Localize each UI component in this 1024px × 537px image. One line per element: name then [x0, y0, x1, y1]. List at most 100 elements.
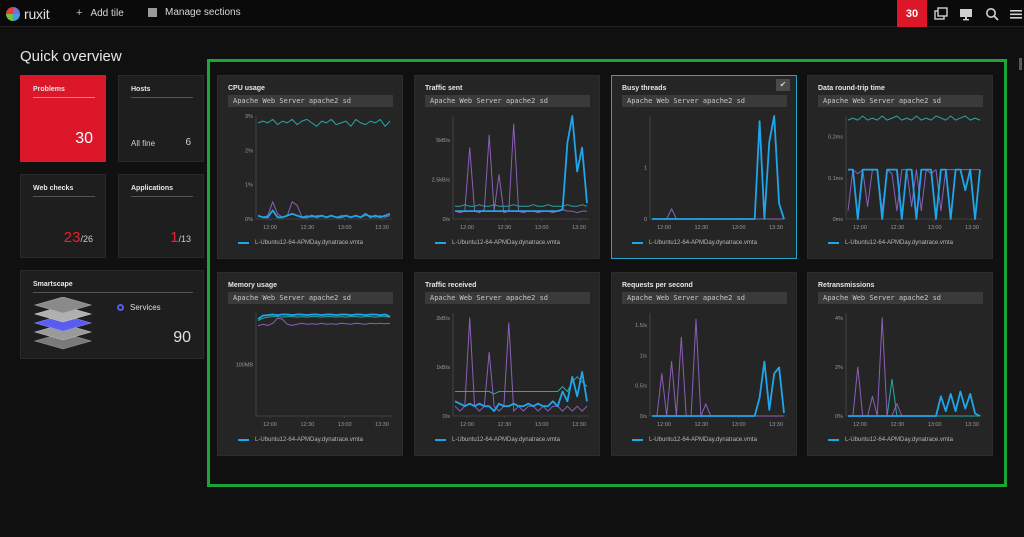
chart-tile-cpu-usage[interactable]: CPU usage Apache Web Server apache2 sd 3% 2… — [217, 75, 403, 259]
y-tick-label: 0.1ms — [828, 176, 843, 182]
x-tick-label: 13:30 — [572, 225, 586, 231]
legend-swatch — [435, 439, 446, 441]
y-tick-label: 0/s — [443, 414, 451, 420]
hosts-tile[interactable]: Hosts All fine 6 — [118, 75, 204, 162]
chart-legend[interactable]: L-Ubuntu12-64-APMDay.dynatrace.vmta — [238, 240, 363, 246]
legend-label: L-Ubuntu12-64-APMDay.dynatrace.vmta — [649, 240, 757, 246]
chart-subtitle: Apache Web Server apache2 sd — [228, 95, 393, 107]
windows-icon[interactable] — [931, 4, 951, 24]
search-icon[interactable] — [982, 4, 1002, 24]
x-tick-label: 12:00 — [460, 225, 474, 231]
chart-legend[interactable]: L-Ubuntu12-64-APMDay.dynatrace.vmta — [435, 240, 560, 246]
smartscape-label: Smartscape — [33, 281, 73, 288]
x-tick-label: 12:00 — [263, 422, 277, 428]
y-tick-label: 3% — [245, 114, 253, 120]
chart-legend[interactable]: L-Ubuntu12-64-APMDay.dynatrace.vmta — [435, 437, 560, 443]
chart-tile-data-round-trip-time[interactable]: Data round-trip time Apache Web Server ap… — [807, 75, 993, 259]
monitor-icon[interactable] — [956, 4, 976, 24]
line-chart: 4% 2% 0% 12:00 12:30 13:00 13:30 — [835, 313, 982, 428]
layer-stack-icon — [33, 297, 93, 350]
chart-title: Traffic received — [425, 282, 477, 289]
chart-subtitle: Apache Web Server apache2 sd — [818, 292, 983, 304]
chart-tile-retransmissions[interactable]: Retransmissions Apache Web Server apache2… — [807, 272, 993, 456]
chart-title: CPU usage — [228, 85, 265, 92]
legend-label: L-Ubuntu12-64-APMDay.dynatrace.vmta — [845, 437, 953, 443]
x-tick-label: 13:00 — [338, 422, 352, 428]
legend-swatch — [238, 439, 249, 441]
y-tick-label: 0% — [245, 217, 253, 223]
legend-label: L-Ubuntu12-64-APMDay.dynatrace.vmta — [255, 240, 363, 246]
x-tick-label: 13:30 — [375, 422, 389, 428]
chart-legend[interactable]: L-Ubuntu12-64-APMDay.dynatrace.vmta — [828, 240, 953, 246]
y-tick-label: 0.5/s — [635, 384, 647, 390]
chart-title: Memory usage — [228, 282, 278, 289]
applications-failing: 1 — [170, 229, 179, 246]
series-line-0 — [454, 317, 588, 412]
services-count: 90 — [173, 329, 191, 346]
legend-label: L-Ubuntu12-64-APMDay.dynatrace.vmta — [452, 437, 560, 443]
problems-count: 30 — [75, 130, 93, 147]
chart-tile-busy-threads[interactable]: Busy threads Apache Web Server apache2 sd… — [611, 75, 797, 259]
chart-tile-requests-per-second[interactable]: Requests per second Apache Web Server apa… — [611, 272, 797, 456]
ruxit-logo[interactable]: ruxit — [6, 5, 50, 23]
applications-label: Applications — [131, 185, 174, 192]
applications-tile[interactable]: Applications 1/13 — [118, 174, 204, 258]
chart-title: Traffic sent — [425, 85, 463, 92]
line-chart: 0.2ms 0.1ms 0ms 12:00 12:30 13:00 13:30 — [828, 115, 982, 231]
line-chart: 1 0 12:00 12:30 13:00 13:30 — [644, 115, 786, 231]
applications-count: 1/13 — [170, 229, 191, 246]
manage-sections-label: Manage sections — [165, 7, 241, 18]
divider — [131, 97, 193, 98]
series-line-2 — [848, 390, 981, 417]
legend-swatch — [632, 439, 643, 441]
chart-tile-memory-usage[interactable]: Memory usage Apache Web Server apache2 sd… — [217, 272, 403, 456]
series-line-0 — [454, 123, 587, 214]
divider — [33, 97, 95, 98]
chart-subtitle: Apache Web Server apache2 sd — [425, 95, 590, 107]
chart-legend[interactable]: L-Ubuntu12-64-APMDay.dynatrace.vmta — [238, 437, 363, 443]
web-checks-tile[interactable]: Web checks 23/26 — [20, 174, 106, 258]
series-line-1 — [652, 115, 785, 220]
chart-tile-traffic-received[interactable]: Traffic received Apache Web Server apache… — [414, 272, 600, 456]
hosts-status: All fine — [131, 139, 156, 148]
services-label: Services — [130, 303, 161, 312]
add-tile-button[interactable]: + Add tile — [76, 7, 124, 19]
problems-tile[interactable]: Problems 30 — [20, 75, 106, 162]
chart-legend[interactable]: L-Ubuntu12-64-APMDay.dynatrace.vmta — [632, 437, 757, 443]
chart-subtitle: Apache Web Server apache2 sd — [425, 292, 590, 304]
check-icon[interactable]: ✔ — [776, 79, 790, 91]
chart-legend[interactable]: L-Ubuntu12-64-APMDay.dynatrace.vmta — [632, 240, 757, 246]
x-tick-label: 13:30 — [769, 422, 783, 428]
services-icon — [117, 304, 124, 311]
chart-title: Data round-trip time — [818, 85, 885, 92]
plus-icon: + — [76, 7, 83, 19]
smartscape-tile[interactable]: Smartscape Services 90 — [20, 270, 204, 359]
web-checks-total: /26 — [80, 234, 93, 244]
line-chart: 2kB/s 1kB/s 0/s 12:00 12:30 13:00 13:30 — [436, 313, 589, 428]
line-chart: 5kB/s 2.5kB/s 0/s 12:00 12:30 13:00 13:30 — [432, 115, 589, 231]
manage-sections-button[interactable]: Manage sections — [148, 7, 241, 18]
y-tick-label: 2.5kB/s — [432, 177, 451, 183]
x-tick-label: 13:00 — [732, 225, 746, 231]
x-tick-label: 12:30 — [497, 225, 511, 231]
web-checks-count: 23/26 — [64, 229, 93, 246]
square-icon — [148, 8, 157, 17]
x-tick-label: 12:30 — [300, 422, 314, 428]
scrollbar[interactable] — [1019, 58, 1022, 70]
chart-legend[interactable]: L-Ubuntu12-64-APMDay.dynatrace.vmta — [828, 437, 953, 443]
highlight-frame — [207, 59, 1007, 487]
legend-swatch — [238, 242, 249, 244]
chart-tile-traffic-sent[interactable]: Traffic sent Apache Web Server apache2 sd… — [414, 75, 600, 259]
x-tick-label: 12:00 — [853, 422, 867, 428]
y-tick-label: 100MB — [236, 363, 254, 369]
series-line-0 — [257, 317, 391, 327]
x-tick-label: 12:30 — [890, 422, 904, 428]
problems-badge[interactable]: 30 — [897, 0, 927, 27]
series-line-1 — [652, 360, 785, 417]
menu-icon[interactable] — [1006, 4, 1024, 24]
x-tick-label: 13:30 — [965, 225, 979, 231]
series-line-0 — [848, 317, 980, 417]
x-tick-label: 12:00 — [657, 422, 671, 428]
logo-text: ruxit — [24, 6, 50, 22]
web-checks-label: Web checks — [33, 185, 74, 192]
